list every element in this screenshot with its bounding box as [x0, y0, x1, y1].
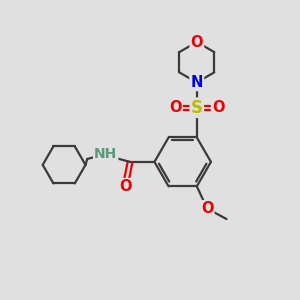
- Text: O: O: [190, 34, 203, 50]
- Text: N: N: [190, 75, 203, 90]
- Text: O: O: [119, 179, 132, 194]
- Text: NH: NH: [94, 147, 117, 161]
- Text: O: O: [169, 100, 182, 115]
- Text: N: N: [190, 75, 203, 90]
- Text: O: O: [201, 201, 214, 216]
- Text: S: S: [191, 99, 203, 117]
- Text: O: O: [212, 100, 224, 115]
